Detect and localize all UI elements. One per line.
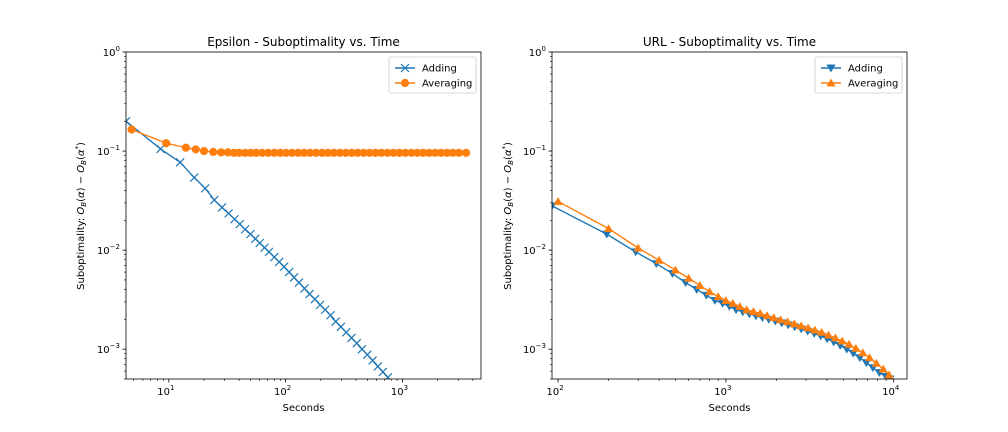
data-point xyxy=(175,157,185,167)
legend-box xyxy=(388,56,477,94)
y-tick-label: 10−3 xyxy=(523,342,546,356)
data-point xyxy=(633,243,643,252)
data-point xyxy=(127,125,136,134)
chart-title: Epsilon - Suboptimality vs. Time xyxy=(207,35,400,49)
data-point xyxy=(126,116,131,126)
data-point xyxy=(755,308,765,317)
data-point xyxy=(762,311,772,320)
data-point xyxy=(654,255,664,264)
data-point xyxy=(326,310,335,320)
y-tick-label: 10−3 xyxy=(97,342,120,356)
data-point xyxy=(871,358,882,367)
data-point xyxy=(695,280,705,289)
data-point xyxy=(803,323,813,332)
data-point xyxy=(181,143,190,152)
series-line xyxy=(126,120,389,378)
legend-box xyxy=(814,56,903,94)
data-point xyxy=(844,339,854,348)
data-point xyxy=(823,330,834,339)
data-point xyxy=(553,196,563,205)
data-point xyxy=(884,370,894,379)
data-point xyxy=(189,173,199,182)
axes-frame xyxy=(551,51,908,380)
data-point xyxy=(789,319,800,328)
data-point xyxy=(851,343,861,352)
data-point xyxy=(728,298,738,307)
data-point xyxy=(713,292,723,300)
data-point xyxy=(670,265,681,274)
data-point xyxy=(782,317,793,326)
chart-title: URL - Suboptimality vs. Time xyxy=(643,35,816,49)
data-point xyxy=(796,321,806,330)
legend-label: Averaging xyxy=(848,79,898,90)
legend-label: Averaging xyxy=(422,79,472,90)
data-point xyxy=(603,224,614,233)
legend-marker xyxy=(400,78,410,88)
y-axis-label: Suboptimality: OB(α) − OB(α*) xyxy=(74,142,88,290)
legend-marker xyxy=(826,78,836,87)
data-point xyxy=(810,325,820,334)
data-point xyxy=(769,313,779,322)
legend: Adding Averaging xyxy=(814,56,903,94)
series-averaging xyxy=(553,196,894,379)
epsilon-chart: Epsilon - Suboptimality vs. Time Seconds… xyxy=(74,35,482,414)
plot-area xyxy=(552,196,895,379)
y-tick-label: 10−2 xyxy=(97,243,120,257)
x-axis-label: Seconds xyxy=(282,403,324,414)
data-point xyxy=(684,273,694,282)
data-point xyxy=(742,305,752,314)
y-axis-label: Suboptimality: OB(α) − OB(α*) xyxy=(501,142,515,290)
y-tick-label: 10−1 xyxy=(523,144,546,158)
legend: Adding Averaging xyxy=(388,56,477,94)
data-point xyxy=(748,307,759,315)
x-tick-label: 103 xyxy=(714,384,731,398)
data-point xyxy=(864,353,875,362)
data-point xyxy=(216,148,226,157)
x-axis-label: Seconds xyxy=(708,403,750,414)
data-point xyxy=(858,348,868,357)
plot-area xyxy=(126,116,471,379)
data-point xyxy=(830,333,840,342)
data-point xyxy=(199,146,209,156)
y-tick-label: 10−2 xyxy=(523,243,546,257)
data-point xyxy=(837,336,847,345)
x-tick-label: 102 xyxy=(274,384,291,398)
data-point xyxy=(156,144,166,154)
data-point xyxy=(721,296,731,304)
y-tick-label: 10−1 xyxy=(97,144,120,158)
data-point xyxy=(817,327,827,336)
url-chart: URL - Suboptimality vs. Time Seconds Sub… xyxy=(501,35,908,414)
data-point xyxy=(454,148,463,157)
x-tick-label: 102 xyxy=(546,384,563,398)
series-adding xyxy=(126,116,393,379)
minor-ticks xyxy=(550,56,887,381)
data-point xyxy=(461,148,471,157)
data-point xyxy=(383,372,393,379)
x-tick-label: 104 xyxy=(882,384,900,398)
axes-frame xyxy=(125,51,482,380)
data-point xyxy=(704,287,715,296)
data-point xyxy=(191,145,200,154)
x-tick-label: 101 xyxy=(157,384,174,398)
y-tick-label: 100 xyxy=(103,45,120,59)
data-point xyxy=(552,202,557,211)
data-point xyxy=(735,301,745,310)
series-averaging xyxy=(127,125,471,157)
series-line xyxy=(552,205,891,379)
minor-ticks xyxy=(124,56,474,381)
x-tick-label: 103 xyxy=(391,384,408,398)
series-adding xyxy=(552,202,895,379)
data-point xyxy=(200,183,210,193)
legend-label: Adding xyxy=(848,64,883,75)
data-point xyxy=(776,315,786,324)
data-point xyxy=(162,139,171,148)
legend-marker xyxy=(826,64,836,73)
legend-marker xyxy=(400,63,410,73)
data-point xyxy=(209,195,219,205)
data-point xyxy=(878,364,888,373)
legend-label: Adding xyxy=(422,64,457,75)
y-tick-label: 100 xyxy=(529,45,546,59)
data-point xyxy=(209,147,218,157)
